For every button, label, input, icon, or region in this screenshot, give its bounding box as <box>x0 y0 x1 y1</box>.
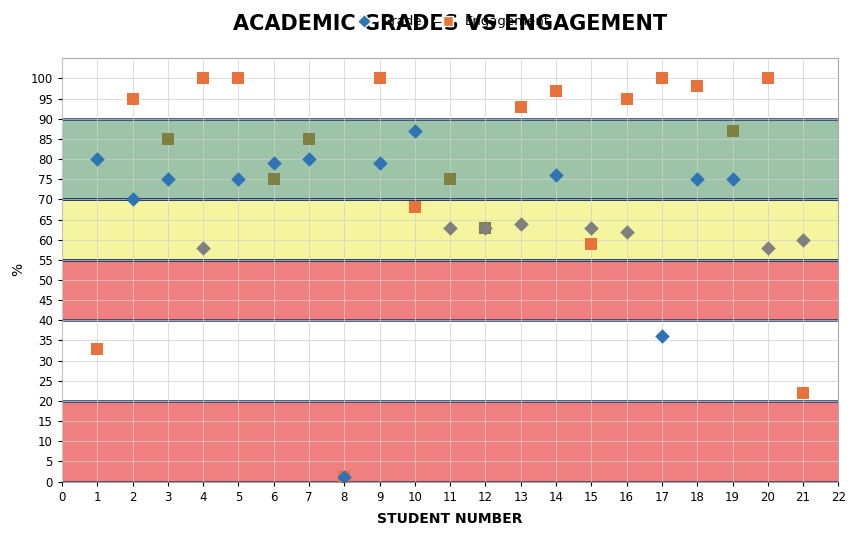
Legend: Grade, Engagement: Grade, Engagement <box>345 10 555 33</box>
Point <box>584 223 598 232</box>
Y-axis label: %: % <box>11 263 25 277</box>
Point <box>196 74 210 83</box>
Point <box>620 95 633 103</box>
Point <box>303 155 316 163</box>
Bar <box>62 199 838 260</box>
Point <box>549 86 563 95</box>
Point <box>443 175 457 184</box>
Point <box>196 243 210 252</box>
Point <box>231 74 245 83</box>
Point <box>267 175 280 184</box>
Point <box>161 175 175 184</box>
Point <box>478 223 492 232</box>
Point <box>126 195 140 204</box>
Point <box>373 159 387 168</box>
Point <box>726 175 740 184</box>
Point <box>126 95 140 103</box>
Point <box>655 332 668 340</box>
Point <box>161 135 175 143</box>
Bar <box>62 260 838 320</box>
Point <box>691 82 704 91</box>
Point <box>584 240 598 248</box>
Point <box>655 74 668 83</box>
Point <box>231 175 245 184</box>
Point <box>373 74 387 83</box>
Point <box>303 135 316 143</box>
Point <box>514 219 528 228</box>
Point <box>761 74 775 83</box>
Point <box>267 159 280 168</box>
Point <box>514 103 528 111</box>
Point <box>796 389 810 397</box>
Title: ACADEMIC GRADES VS ENGAGEMENT: ACADEMIC GRADES VS ENGAGEMENT <box>233 14 668 34</box>
Point <box>338 473 351 482</box>
Point <box>691 175 704 184</box>
Point <box>620 227 633 236</box>
Point <box>90 344 104 353</box>
Bar <box>62 119 838 199</box>
Point <box>761 243 775 252</box>
Point <box>408 127 422 135</box>
Point <box>549 171 563 179</box>
Point <box>796 235 810 244</box>
Point <box>408 203 422 212</box>
Bar <box>62 401 838 482</box>
Point <box>443 223 457 232</box>
Point <box>726 127 740 135</box>
Point <box>478 223 492 232</box>
Point <box>90 155 104 163</box>
X-axis label: STUDENT NUMBER: STUDENT NUMBER <box>377 512 523 526</box>
Point <box>338 473 351 482</box>
